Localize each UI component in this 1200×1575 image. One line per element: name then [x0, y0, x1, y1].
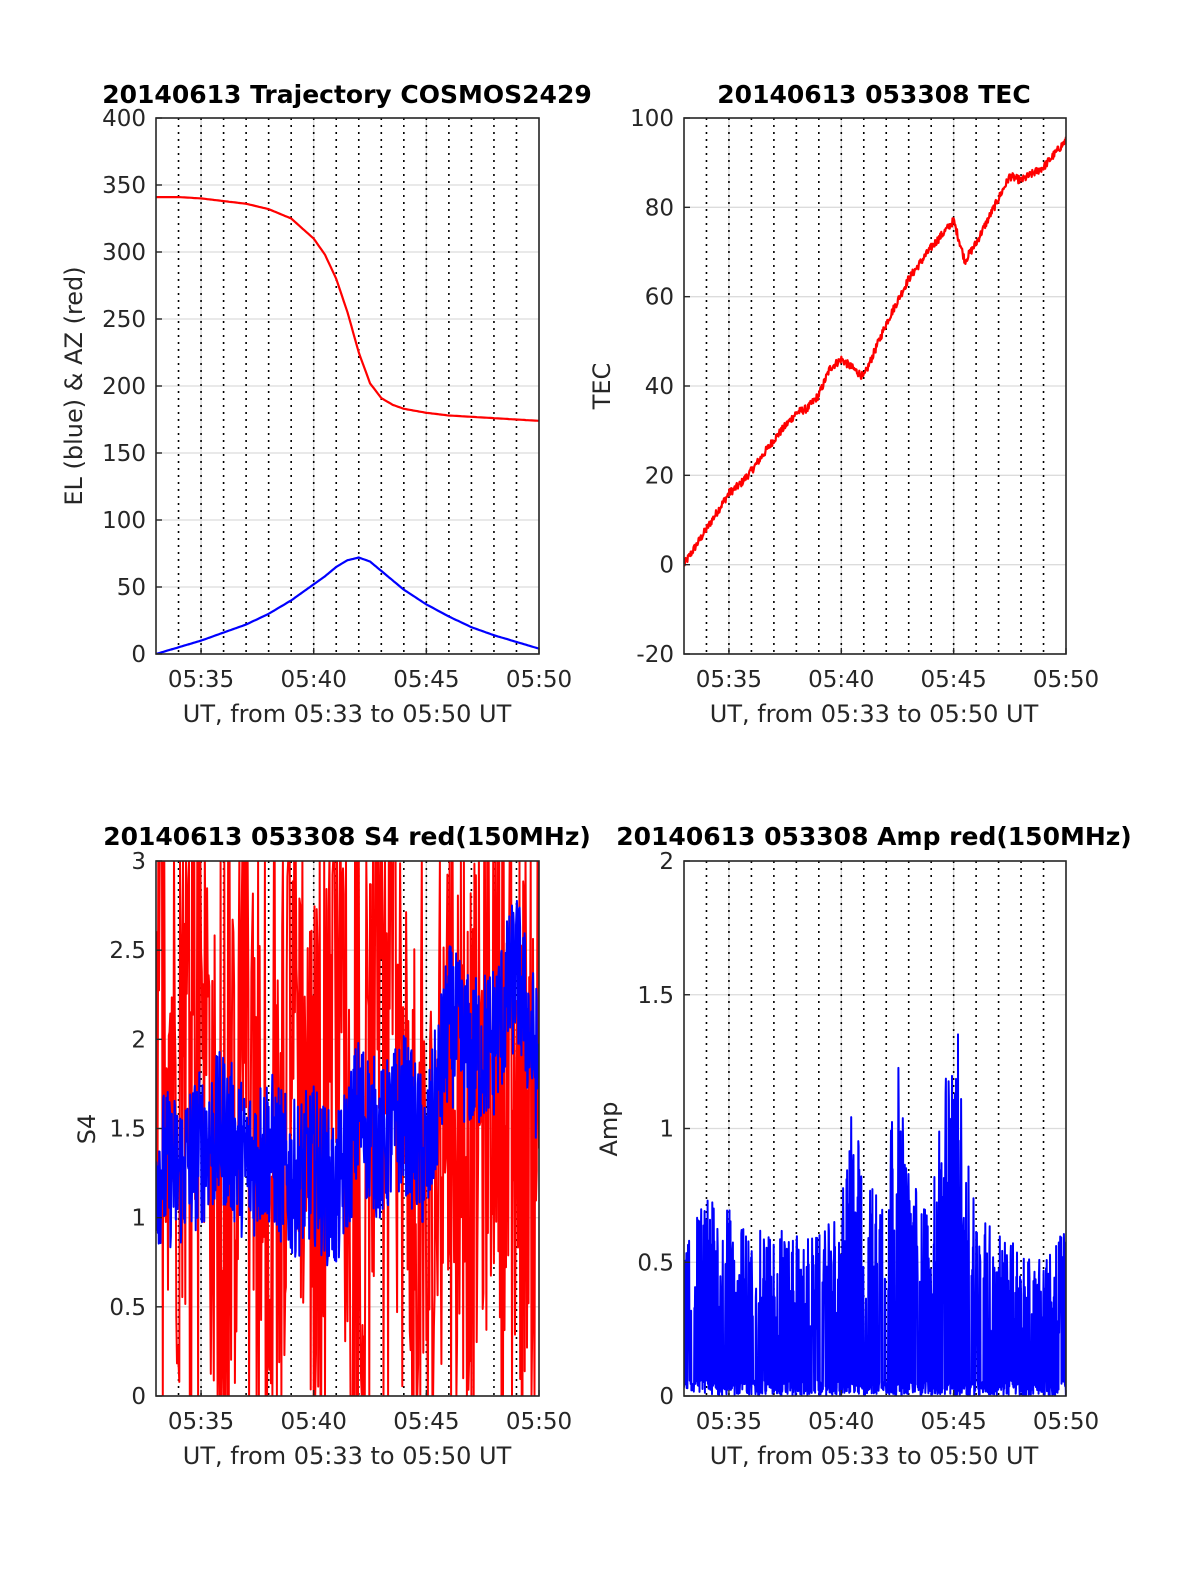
tec-xtick-label: 05:50 — [1033, 667, 1099, 693]
tec-xtick-label: 05:40 — [808, 667, 874, 693]
trajectory-ytick-label: 350 — [102, 173, 146, 199]
trajectory-series-blue-line — [156, 556, 539, 654]
s4-ytick-label: 3 — [131, 849, 146, 875]
trajectory-panel: 20140613 Trajectory COSMOS2429 UT, from … — [60, 80, 592, 728]
amp-xtick-label: 05:50 — [1033, 1409, 1099, 1435]
tec-series-red-line — [684, 136, 1066, 567]
amp-ytick-label: 2 — [659, 849, 674, 875]
amp-panel: 20140613 053308 Amp red(150MHz) UT, from… — [595, 822, 1132, 1470]
amp-title: 20140613 053308 Amp red(150MHz) — [616, 822, 1132, 851]
amp-ylabel: Amp — [595, 1101, 623, 1156]
amp-ytick-label: 1 — [659, 1117, 674, 1143]
tec-panel: 20140613 053308 TEC UT, from 05:33 to 05… — [588, 80, 1099, 728]
trajectory-ytick-label: 50 — [117, 575, 146, 601]
tec-xtick-label: 05:35 — [696, 667, 762, 693]
trajectory-ylabel: EL (blue) & AZ (red) — [60, 266, 88, 505]
tec-ytick-label: 40 — [645, 374, 674, 400]
s4-xtick-label: 05:45 — [393, 1409, 459, 1435]
trajectory-ytick-label: 400 — [102, 106, 146, 132]
trajectory-xlabel: UT, from 05:33 to 05:50 UT — [183, 700, 512, 728]
s4-xtick-label: 05:50 — [506, 1409, 572, 1435]
trajectory-ytick-label: 0 — [131, 642, 146, 668]
amp-ytick-label: 0 — [659, 1384, 674, 1410]
s4-xtick-label: 05:40 — [281, 1409, 347, 1435]
amp-ytick-label: 0.5 — [637, 1250, 674, 1276]
s4-ylabel: S4 — [73, 1114, 101, 1145]
trajectory-ytick-label: 200 — [102, 374, 146, 400]
s4-ytick-label: 1 — [131, 1206, 146, 1232]
amp-series-blue-line — [684, 1033, 1066, 1396]
tec-xlabel: UT, from 05:33 to 05:50 UT — [710, 700, 1039, 728]
s4-xlabel: UT, from 05:33 to 05:50 UT — [183, 1442, 512, 1470]
tec-ytick-label: 100 — [630, 106, 674, 132]
s4-panel: 20140613 053308 S4 red(150MHz) UT, from … — [73, 822, 591, 1470]
trajectory-xtick-label: 05:35 — [168, 667, 234, 693]
trajectory-xtick-label: 05:45 — [393, 667, 459, 693]
s4-title: 20140613 053308 S4 red(150MHz) — [103, 822, 591, 851]
trajectory-ytick-label: 300 — [102, 240, 146, 266]
trajectory-ytick-label: 150 — [102, 441, 146, 467]
tec-ytick-label: 60 — [645, 285, 674, 311]
tec-ytick-label: 20 — [645, 463, 674, 489]
trajectory-xtick-label: 05:50 — [506, 667, 572, 693]
s4-xtick-label: 05:35 — [168, 1409, 234, 1435]
amp-xtick-label: 05:35 — [696, 1409, 762, 1435]
s4-ytick-label: 2 — [131, 1027, 146, 1053]
trajectory-title: 20140613 Trajectory COSMOS2429 — [102, 80, 592, 109]
tec-title: 20140613 053308 TEC — [717, 80, 1030, 109]
tec-ytick-label: 80 — [645, 195, 674, 221]
trajectory-ytick-label: 100 — [102, 508, 146, 534]
s4-ytick-label: 0.5 — [109, 1295, 146, 1321]
trajectory-series-red-line — [156, 196, 539, 422]
tec-ylabel: TEC — [588, 363, 616, 411]
tec-xtick-label: 05:45 — [920, 667, 986, 693]
amp-ytick-label: 1.5 — [637, 983, 674, 1009]
trajectory-ytick-label: 250 — [102, 307, 146, 333]
s4-ytick-label: 1.5 — [109, 1117, 146, 1143]
tec-ytick-label: -20 — [636, 642, 674, 668]
amp-xlabel: UT, from 05:33 to 05:50 UT — [710, 1442, 1039, 1470]
trajectory-xtick-label: 05:40 — [281, 667, 347, 693]
s4-ytick-label: 2.5 — [109, 938, 146, 964]
tec-ytick-label: 0 — [659, 553, 674, 579]
s4-ytick-label: 0 — [131, 1384, 146, 1410]
amp-xtick-label: 05:45 — [920, 1409, 986, 1435]
s4-series-blue-line — [156, 899, 539, 1267]
amp-xtick-label: 05:40 — [808, 1409, 874, 1435]
